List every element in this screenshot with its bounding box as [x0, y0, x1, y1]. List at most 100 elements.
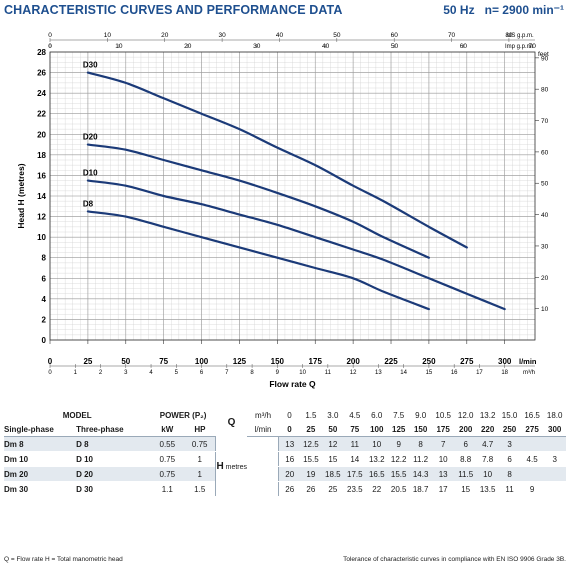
head-value: 13.2: [365, 451, 388, 467]
head-value: 26: [300, 481, 322, 497]
imp-tick-label: 60: [460, 43, 468, 50]
x-tick-label: 300: [498, 357, 512, 366]
three-phase-header: Three-phase: [76, 422, 151, 437]
m3h-tick-label: 10: [299, 370, 306, 376]
feet-tick-label: 60: [541, 149, 549, 156]
single-phase-header: Single-phase: [4, 422, 77, 437]
table-header-row-2: Single-phase Three-phase kW HP l/min 0 2…: [4, 422, 566, 437]
head-value: 7.8: [476, 451, 499, 467]
head-value: 8: [498, 466, 521, 482]
head-value: 8: [409, 436, 432, 452]
m3h-tick-label: 5: [175, 370, 179, 376]
m3h-tick-label: 6: [200, 370, 204, 376]
y-tick-label: 18: [37, 151, 46, 160]
x-axis-label: Flow rate Q: [269, 379, 316, 389]
feet-tick-label: 20: [541, 275, 549, 282]
m3h-tick-label: 7: [225, 370, 229, 376]
series-line-d20: [86, 143, 431, 259]
q-m3h-0: 0: [287, 410, 292, 420]
h-symbol: H: [216, 460, 224, 472]
head-value: 14: [344, 451, 366, 467]
single-phase-model: Dm 10: [4, 451, 77, 467]
y-tick-label: 14: [37, 192, 46, 201]
series-line-d8: [86, 210, 431, 311]
head-value: 12.2: [388, 451, 410, 467]
q-lmin-12: 300: [543, 422, 566, 437]
x-unit-label: l/min: [519, 357, 537, 366]
feet-tick-label: 40: [541, 212, 549, 219]
head-value: 17.5: [344, 466, 366, 482]
q-m3h-9: 13.2: [479, 410, 496, 420]
power-hp: 1: [184, 466, 216, 482]
head-value: 19: [300, 466, 322, 482]
head-value: 20.5: [388, 481, 410, 497]
series-lines: D30 D20 D10 D8: [83, 61, 506, 311]
q-lmin-7: 175: [431, 422, 455, 437]
feet-tick-label: 90: [541, 55, 549, 62]
x-tick-label: 0: [48, 357, 53, 366]
feet-tick-label: 80: [541, 87, 549, 94]
head-value: [543, 466, 566, 482]
head-value: 4.5: [520, 451, 544, 467]
head-value: 7: [431, 436, 455, 452]
head-value: 18.7: [409, 481, 432, 497]
head-value: 11.2: [409, 451, 432, 467]
axis-labels: Head H (metres) Flow rate Q l/min m³/h U…: [16, 33, 549, 389]
head-value: [543, 481, 566, 497]
y-tick-label: 26: [37, 69, 46, 78]
three-phase-model: D 8: [76, 436, 151, 452]
m3h-tick-label: 16: [451, 370, 458, 376]
x-tick-label: 250: [422, 357, 436, 366]
head-value: 13: [431, 466, 455, 482]
q-lmin-9: 220: [476, 422, 499, 437]
q-lmin-11: 275: [520, 422, 544, 437]
power-header: POWER (P₂): [159, 410, 207, 420]
y-tick-label: 20: [37, 130, 46, 139]
imp-tick-label: 50: [391, 43, 399, 50]
head-value: 6: [498, 451, 521, 467]
power-kw: 0.75: [150, 466, 185, 482]
q-lmin-10: 250: [498, 422, 521, 437]
power-kw: 0.55: [150, 436, 185, 452]
table-row: Dm 20 D 20 0.75 1 20 19 18.5 17.5 16.5 1…: [4, 466, 566, 482]
head-value: 10: [476, 466, 499, 482]
head-value: 15.5: [300, 451, 322, 467]
head-value: 17: [431, 481, 455, 497]
us-tick-label: 60: [391, 32, 399, 39]
head-value: [520, 466, 544, 482]
head-value: 11: [498, 481, 521, 497]
table-header-row-1: MODEL POWER (P₂) Q m³/h 0 1.5 3.0 4.5 6.…: [4, 408, 566, 428]
y-tick-label: 16: [37, 171, 46, 180]
imp-tick-label: 40: [322, 43, 330, 50]
frequency: 50 Hz: [443, 3, 475, 17]
x-tick-label: 25: [83, 357, 92, 366]
single-phase-model: Dm 20: [4, 466, 77, 482]
q-lmin-4: 100: [365, 422, 388, 437]
head-value: 11: [344, 436, 366, 452]
q-m3h-1: 1.5: [305, 410, 317, 420]
q-m3h-5: 7.5: [393, 410, 405, 420]
imp-tick-label: 20: [184, 43, 192, 50]
x-tick-label: 125: [233, 357, 247, 366]
major-grid: [49, 51, 535, 341]
m3h-tick-label: 13: [375, 370, 382, 376]
power-hp: 0.75: [184, 436, 216, 452]
feet-unit-label: feet: [538, 51, 549, 58]
q-lmin-0: 0: [278, 422, 301, 437]
power-kw: 1.1: [150, 481, 185, 497]
imp-tick-label: 30: [253, 43, 261, 50]
q-m3h-12: 18.0: [546, 410, 563, 420]
q-m3h-2: 3.0: [327, 410, 339, 420]
q-m3h-3: 4.5: [349, 410, 361, 420]
y-tick-label: 24: [37, 89, 46, 98]
head-value: 26: [278, 481, 301, 497]
head-value: 9: [520, 481, 544, 497]
head-value: 8.8: [454, 451, 477, 467]
q-lmin-5: 125: [388, 422, 410, 437]
power-hp: 1: [184, 451, 216, 467]
x-tick-label: 50: [121, 357, 130, 366]
footer-tolerance-note: Tolerance of characteristic curves in co…: [343, 556, 566, 563]
q-lmin-unit: l/min: [247, 422, 279, 437]
h-metres-unit: metres: [225, 463, 248, 471]
